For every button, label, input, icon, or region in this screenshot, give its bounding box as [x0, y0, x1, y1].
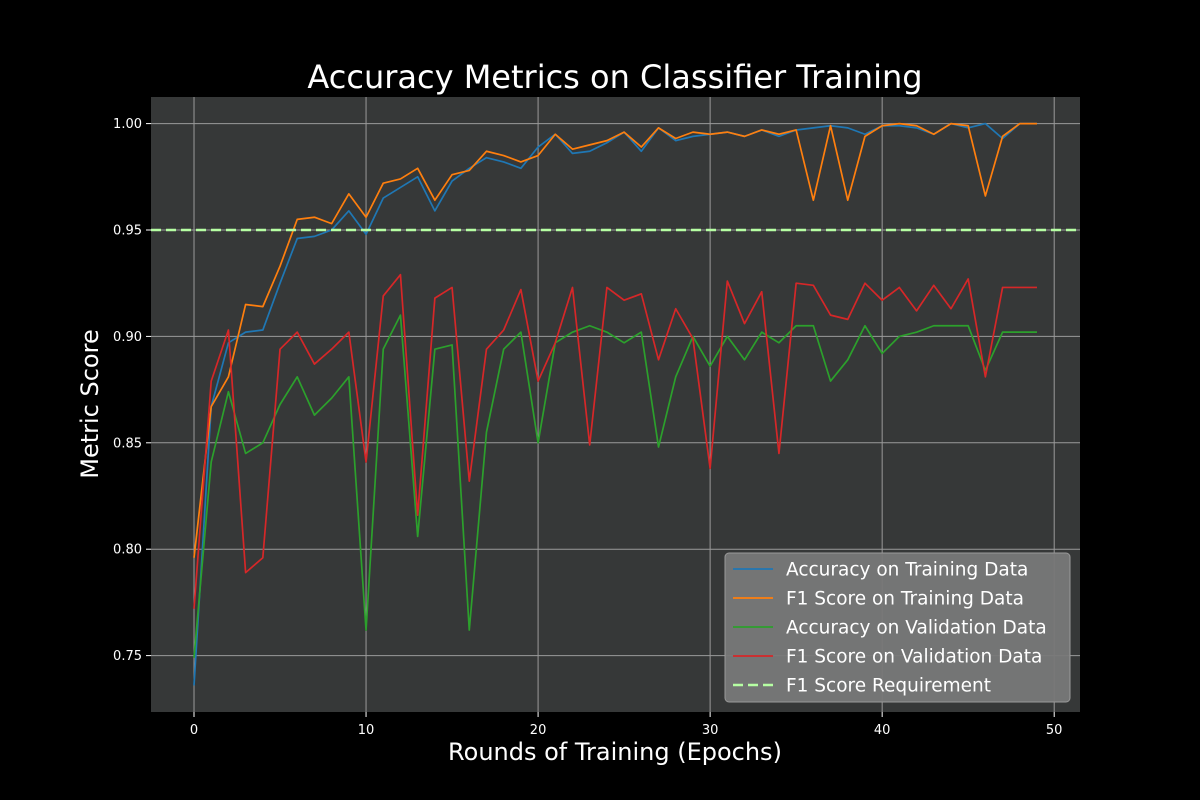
x-tick-label: 0	[190, 723, 198, 738]
chart-title: Accuracy Metrics on Classifier Training	[307, 58, 922, 96]
legend: Accuracy on Training Data F1 Score on Tra…	[724, 552, 1071, 703]
y-tick-label: 0.90	[113, 330, 142, 345]
y-tick-label: 0.85	[113, 436, 142, 451]
y-tick-label: 0.95	[113, 224, 142, 239]
x-tick-label: 20	[530, 723, 547, 738]
y-axis-ticks: 0.75 0.80 0.85 0.90 0.95 1.00	[113, 117, 151, 664]
y-tick-label: 0.75	[113, 649, 142, 664]
series-lines	[151, 122, 1080, 686]
legend-label: F1 Score on Validation Data	[786, 647, 1042, 668]
x-axis-ticks: 0 10 20 30 40 50	[190, 712, 1063, 738]
series-line-accuracy-on-validation-data	[193, 314, 1037, 658]
series-line-f1-score-on-validation-data	[193, 273, 1037, 609]
series-line-f1-score-on-training-data	[193, 122, 1037, 558]
legend-label: F1 Score Requirement	[786, 676, 991, 697]
y-tick-label: 0.80	[113, 543, 142, 558]
series-line-accuracy-on-training-data	[193, 122, 1037, 686]
x-tick-label: 10	[358, 723, 375, 738]
x-tick-label: 30	[702, 723, 719, 738]
legend-label: Accuracy on Validation Data	[786, 618, 1047, 639]
x-tick-label: 40	[874, 723, 891, 738]
legend-box	[724, 552, 1071, 703]
legend-label: F1 Score on Training Data	[786, 589, 1024, 610]
y-axis-title: Metric Score	[76, 329, 104, 478]
y-tick-label: 1.00	[113, 117, 142, 132]
x-tick-label: 50	[1046, 723, 1063, 738]
legend-label: Accuracy on Training Data	[786, 560, 1028, 581]
x-axis-title: Rounds of Training (Epochs)	[448, 738, 782, 766]
legend-items: Accuracy on Training Data F1 Score on Tra…	[733, 560, 1047, 697]
